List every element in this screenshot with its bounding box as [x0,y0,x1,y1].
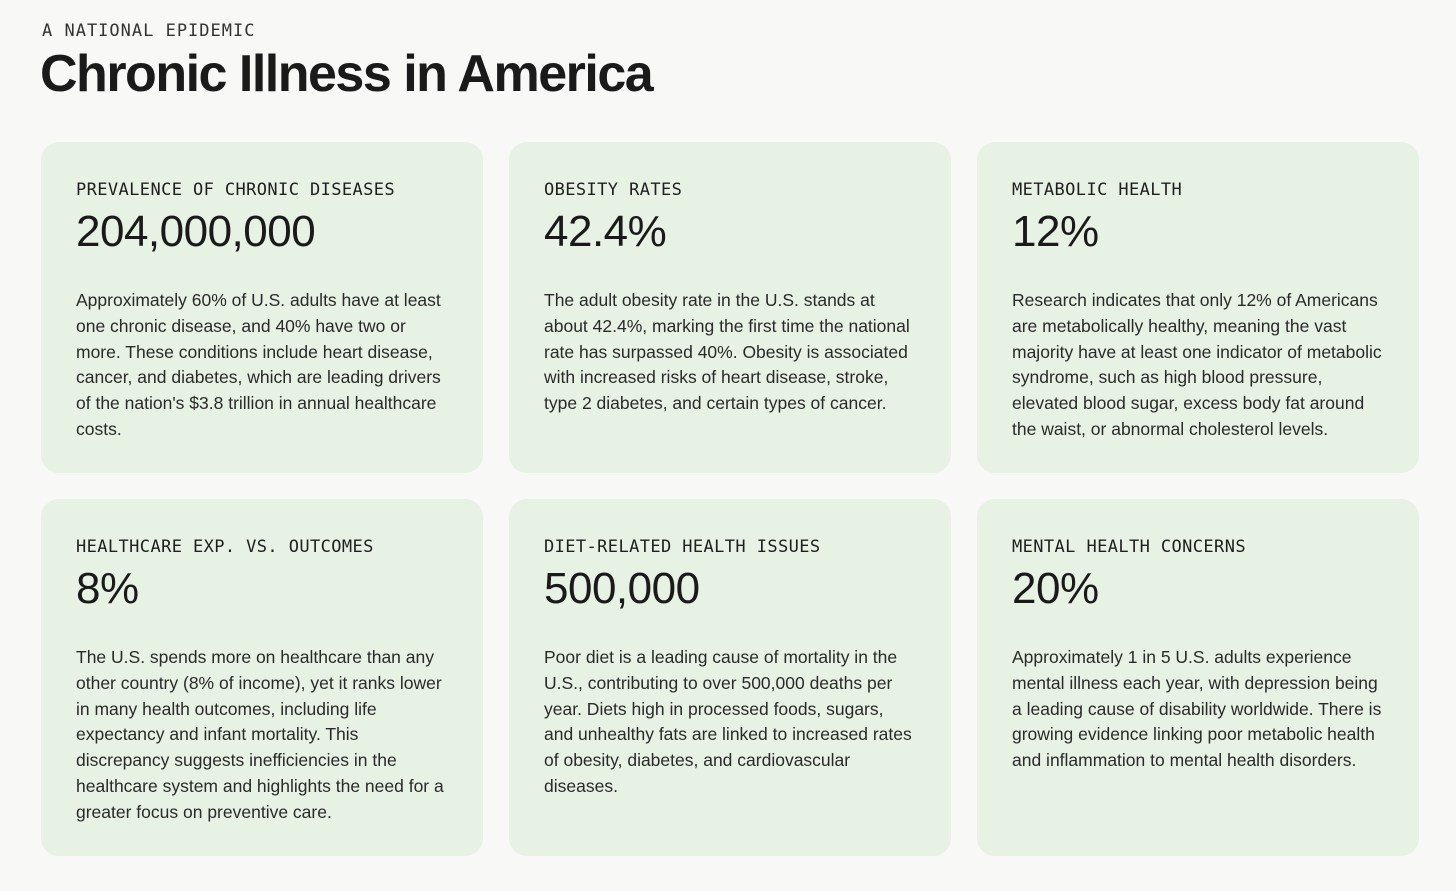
card-value: 20% [1012,564,1099,613]
card-description: The adult obesity rate in the U.S. stand… [544,290,910,414]
card-description: Research indicates that only 12% of Amer… [1012,290,1382,439]
card-label: MENTAL HEALTH CONCERNS [1012,537,1246,557]
stat-card-chronic-diseases: PREVALENCE OF CHRONIC DISEASES 204,000,0… [41,142,483,473]
card-value: 500,000 [544,564,700,613]
card-description: Approximately 60% of U.S. adults have at… [76,290,441,439]
card-value: 12% [1012,207,1099,256]
card-label: DIET-RELATED HEALTH ISSUES [544,537,821,557]
stat-card-obesity-rates: OBESITY RATES 42.4% The adult obesity ra… [509,142,951,473]
card-label: PREVALENCE OF CHRONIC DISEASES [76,180,396,200]
page-title: Chronic Illness in America [40,45,654,103]
card-description: Approximately 1 in 5 U.S. adults experie… [1012,647,1382,771]
card-label: OBESITY RATES [544,180,683,200]
stat-card-healthcare-expenditure: HEALTHCARE EXP. VS. OUTCOMES 8% The U.S.… [41,499,483,856]
eyebrow-label: A NATIONAL EPIDEMIC [42,21,256,41]
card-value: 204,000,000 [76,207,316,256]
stats-grid: PREVALENCE OF CHRONIC DISEASES 204,000,0… [41,142,1420,856]
stat-card-metabolic-health: METABOLIC HEALTH 12% Research indicates … [977,142,1419,473]
stat-card-mental-health: MENTAL HEALTH CONCERNS 20% Approximately… [977,499,1419,856]
card-label: METABOLIC HEALTH [1012,180,1183,200]
card-description: The U.S. spends more on healthcare than … [76,647,444,822]
card-value: 8% [76,564,139,613]
card-value: 42.4% [544,207,667,256]
card-label: HEALTHCARE EXP. VS. OUTCOMES [76,537,374,557]
card-description: Poor diet is a leading cause of mortalit… [544,647,912,796]
stat-card-diet-related-issues: DIET-RELATED HEALTH ISSUES 500,000 Poor … [509,499,951,856]
